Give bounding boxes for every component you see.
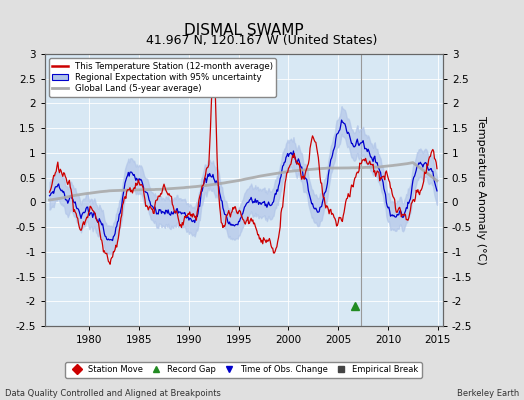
Title: DISMAL SWAMP: DISMAL SWAMP	[184, 22, 303, 38]
Legend: Station Move, Record Gap, Time of Obs. Change, Empirical Break: Station Move, Record Gap, Time of Obs. C…	[66, 362, 422, 378]
Y-axis label: Temperature Anomaly (°C): Temperature Anomaly (°C)	[476, 116, 486, 264]
Text: Berkeley Earth: Berkeley Earth	[456, 389, 519, 398]
Text: Data Quality Controlled and Aligned at Breakpoints: Data Quality Controlled and Aligned at B…	[5, 389, 221, 398]
Text: 41.967 N, 120.167 W (United States): 41.967 N, 120.167 W (United States)	[146, 34, 378, 47]
